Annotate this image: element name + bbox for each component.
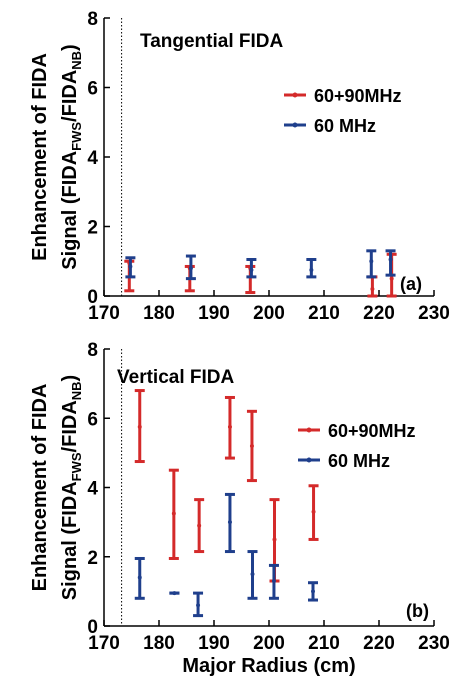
y-axis-label-line1: Enhancement of FIDA	[29, 384, 51, 592]
y-tick-label: 0	[87, 617, 98, 638]
x-tick-label: 210	[308, 633, 340, 654]
x-tick-label: 230	[418, 303, 450, 324]
y-tick-label: 8	[87, 9, 98, 30]
legend-marker-blue	[306, 457, 312, 463]
y-label-subscript: NB	[69, 51, 84, 70]
y-label-part: Signal (FIDA	[59, 151, 81, 270]
y-label-subscript: FWS	[69, 452, 84, 481]
data-point-blue	[388, 257, 393, 262]
data-point-blue	[196, 603, 201, 608]
x-tick-label: 210	[308, 303, 340, 324]
legend-label-blue: 60 MHz	[328, 451, 390, 471]
data-point-blue	[250, 572, 255, 577]
x-tick-label: 180	[143, 633, 175, 654]
y-tick-label: 2	[87, 548, 98, 569]
data-point-blue	[309, 267, 314, 272]
x-axis-label: Major Radius (cm)	[182, 655, 355, 677]
data-point-blue	[311, 589, 315, 594]
data-point-blue	[172, 591, 177, 596]
panel-label: (b)	[406, 601, 429, 621]
y-label-part: /FIDA	[59, 70, 81, 122]
y-axis-label-line1: Enhancement of FIDA	[29, 53, 51, 261]
x-tick-label: 170	[88, 303, 120, 324]
legend-label-red: 60+90MHz	[328, 421, 416, 441]
data-point-blue	[271, 578, 276, 583]
data-point-red	[171, 511, 176, 516]
y-label-subscript: FWS	[69, 122, 84, 151]
y-tick-label: 2	[87, 218, 98, 239]
y-tick-label: 8	[87, 340, 98, 361]
y-axis-label-line2: Signal (FIDAFWS/FIDANB)	[59, 44, 84, 269]
x-tick-label: 200	[253, 633, 285, 654]
data-point-blue	[188, 266, 193, 271]
y-label-subscript: NB	[69, 381, 84, 400]
y-tick-label: 4	[87, 148, 98, 169]
y-tick-label: 4	[87, 479, 98, 500]
data-point-red	[272, 537, 277, 542]
x-tick-label: 180	[143, 303, 175, 324]
chart-title: Vertical FIDA	[117, 367, 234, 388]
data-point-blue	[128, 264, 133, 269]
chart-title: Tangential FIDA	[140, 31, 283, 52]
y-label-part: /FIDA	[59, 400, 81, 452]
data-point-red	[389, 276, 394, 281]
panel-label: (a)	[400, 274, 422, 294]
data-point-red	[311, 509, 316, 514]
data-point-red	[249, 443, 254, 448]
data-point-red	[137, 424, 142, 429]
data-point-red	[227, 424, 232, 429]
data-point-red	[197, 523, 202, 528]
legend-label-blue: 60 MHz	[314, 116, 376, 136]
legend-marker-blue	[292, 122, 298, 128]
y-label-part: )	[59, 44, 81, 51]
y-tick-label: 6	[87, 409, 98, 430]
data-point-blue	[227, 520, 232, 525]
data-point-blue	[137, 575, 142, 580]
x-tick-label: 200	[253, 303, 285, 324]
legend-marker-red	[292, 92, 298, 98]
y-tick-label: 0	[87, 287, 98, 308]
data-point-red	[370, 287, 375, 292]
panel-b: 170 180 190 200 210 220 230 0 2 4 6 8 Vertical FIDA (…	[29, 340, 450, 677]
legend-label-red: 60+90MHz	[314, 86, 402, 106]
y-label-part: )	[59, 375, 81, 382]
x-tick-label: 220	[363, 633, 395, 654]
legend-marker-red	[306, 427, 312, 433]
x-tick-label: 190	[198, 633, 230, 654]
x-tick-label: 220	[363, 303, 395, 324]
y-axis-label-line2: Signal (FIDAFWS/FIDANB)	[59, 375, 84, 600]
x-tick-label: 230	[418, 633, 450, 654]
y-tick-label: 6	[87, 79, 98, 100]
panel-a: 170 180 190 200 210 220 230 0 2 4 6 8 Tangential FID…	[29, 9, 450, 324]
data-point-blue	[369, 259, 374, 264]
x-tick-label: 170	[88, 633, 120, 654]
x-tick-label: 190	[198, 303, 230, 324]
data-point-blue	[249, 267, 254, 272]
y-label-part: Signal (FIDA	[59, 481, 81, 600]
